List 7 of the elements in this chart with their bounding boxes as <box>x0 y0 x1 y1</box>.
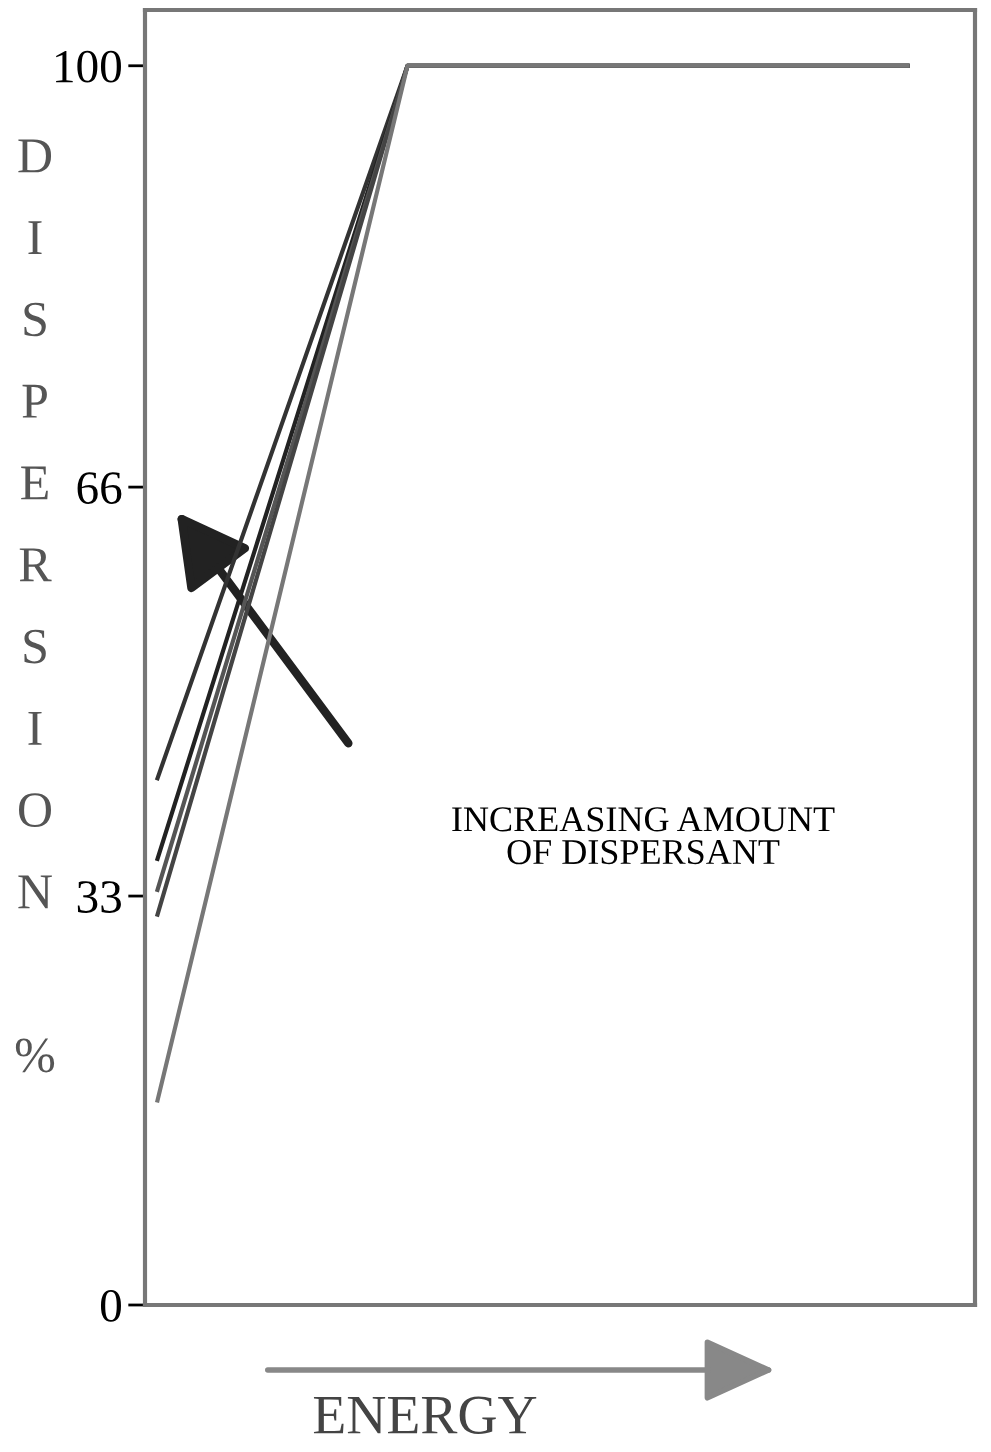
y-tick-label: 33 <box>77 881 121 913</box>
y-tick-label: 66 <box>77 472 122 504</box>
text: DISPERSION % <box>15 139 55 1073</box>
y-tick-label: 0 <box>100 1289 121 1322</box>
y-tick-label: 100 <box>56 50 121 83</box>
x-axis-title: ENERGY <box>313 1396 537 1434</box>
annotation: INCREASING AMOUNT OF DISPERSANT <box>452 807 835 865</box>
